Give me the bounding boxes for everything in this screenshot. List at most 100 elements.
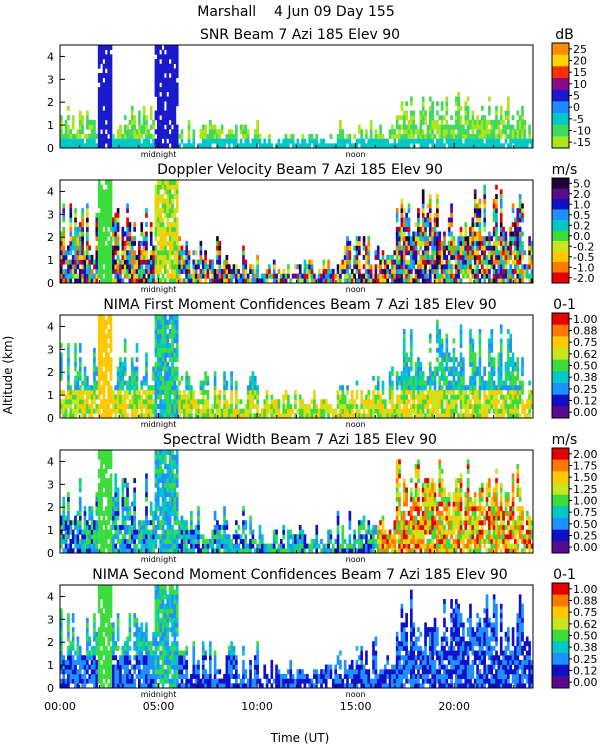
heatmap-cell xyxy=(459,399,463,405)
heatmap-cell xyxy=(102,399,106,405)
heatmap-cell xyxy=(388,259,392,265)
heatmap-cell xyxy=(336,268,340,274)
heatmap-cell xyxy=(405,212,408,218)
heatmap-cell xyxy=(469,385,472,391)
heatmap-cell xyxy=(424,273,427,279)
heatmap-cell xyxy=(204,375,207,381)
heatmap-cell xyxy=(100,506,103,512)
heatmap-cell xyxy=(492,399,496,405)
heatmap-cell xyxy=(398,268,401,274)
heatmap-cell xyxy=(130,357,134,363)
heatmap-cell xyxy=(509,268,513,274)
heatmap-cell xyxy=(265,408,269,414)
heatmap-cell xyxy=(369,273,373,279)
heatmap-cell xyxy=(242,273,245,279)
heatmap-cell xyxy=(152,245,155,251)
heatmap-cell xyxy=(60,240,63,246)
heatmap-cell xyxy=(459,343,463,349)
heatmap-cell xyxy=(175,129,179,135)
heatmap-cell xyxy=(353,399,356,405)
heatmap-cell xyxy=(119,124,122,130)
heatmap-cell xyxy=(499,110,503,116)
heatmap-cell xyxy=(74,231,77,237)
heatmap-cell xyxy=(159,124,162,130)
heatmap-cell xyxy=(86,408,89,414)
heatmap-cell xyxy=(471,250,475,256)
heatmap-cell xyxy=(490,250,494,256)
heatmap-cell xyxy=(499,226,503,232)
heatmap-cell xyxy=(514,129,517,135)
heatmap-cell xyxy=(135,143,139,149)
heatmap-cell xyxy=(400,101,404,107)
heatmap-cell xyxy=(67,492,70,498)
heatmap-cell xyxy=(171,278,174,284)
heatmap-cell xyxy=(161,115,165,121)
heatmap-cell xyxy=(428,105,432,111)
heatmap-cell xyxy=(402,371,406,377)
heatmap-cell xyxy=(145,278,148,284)
heatmap-cell xyxy=(298,408,302,414)
heatmap-cell xyxy=(447,352,451,358)
heatmap-cell xyxy=(88,133,92,139)
heatmap-cell xyxy=(438,259,442,265)
heatmap-cell xyxy=(398,138,401,144)
heatmap-cell xyxy=(410,357,413,363)
heatmap-cell xyxy=(440,366,444,372)
heatmap-cell xyxy=(168,254,172,260)
heatmap-cell xyxy=(123,231,127,237)
heatmap-cell xyxy=(95,133,99,139)
heatmap-cell xyxy=(523,268,527,274)
heatmap-cell xyxy=(417,133,420,139)
heatmap-cell xyxy=(412,115,416,121)
heatmap-cell xyxy=(175,236,179,242)
heatmap-cell xyxy=(74,212,77,218)
heatmap-cell xyxy=(476,240,479,246)
heatmap-cell xyxy=(303,403,307,409)
heatmap-cell xyxy=(395,413,399,419)
heatmap-cell xyxy=(64,259,68,265)
heatmap-cell xyxy=(154,278,158,284)
heatmap-cell xyxy=(109,329,113,335)
heatmap-cell xyxy=(346,385,349,391)
heatmap-cell xyxy=(166,273,170,279)
heatmap-cell xyxy=(173,315,177,320)
heatmap-cell xyxy=(249,413,252,419)
heatmap-cell xyxy=(419,245,423,251)
heatmap-cell xyxy=(417,240,420,246)
heatmap-cell xyxy=(166,413,170,419)
heatmap-cell xyxy=(315,138,319,144)
heatmap-cell xyxy=(516,245,520,251)
heatmap-cell xyxy=(182,259,186,265)
heatmap-cell xyxy=(495,268,498,274)
heatmap-cell xyxy=(428,413,432,419)
heatmap-cell xyxy=(454,399,458,405)
heatmap-cell xyxy=(294,273,297,279)
heatmap-cell xyxy=(161,389,165,395)
heatmap-cell xyxy=(431,399,434,405)
heatmap-cell xyxy=(74,361,77,367)
heatmap-cell xyxy=(395,254,399,260)
heatmap-cell xyxy=(402,133,406,139)
heatmap-cell xyxy=(284,403,288,409)
heatmap-cell xyxy=(100,101,103,107)
heatmap-cell xyxy=(372,403,375,409)
heatmap-cell xyxy=(104,110,108,116)
heatmap-cell xyxy=(485,380,489,386)
heatmap-cell xyxy=(499,143,503,149)
heatmap-cell xyxy=(405,245,408,251)
heatmap-cell xyxy=(242,254,245,260)
heatmap-cell xyxy=(173,96,177,102)
heatmap-cell xyxy=(506,110,510,116)
heatmap-cell xyxy=(133,254,136,260)
heatmap-cell xyxy=(336,273,340,279)
heatmap-cell xyxy=(197,143,200,149)
heatmap-cell xyxy=(199,413,203,419)
heatmap-cell xyxy=(495,194,498,200)
heatmap-cell xyxy=(100,259,103,265)
heatmap-cell xyxy=(518,203,522,209)
heatmap-cell xyxy=(417,236,420,242)
heatmap-cell xyxy=(71,268,75,274)
heatmap-cell xyxy=(315,133,319,139)
heatmap-cell xyxy=(450,236,453,242)
heatmap-cell xyxy=(265,273,269,279)
